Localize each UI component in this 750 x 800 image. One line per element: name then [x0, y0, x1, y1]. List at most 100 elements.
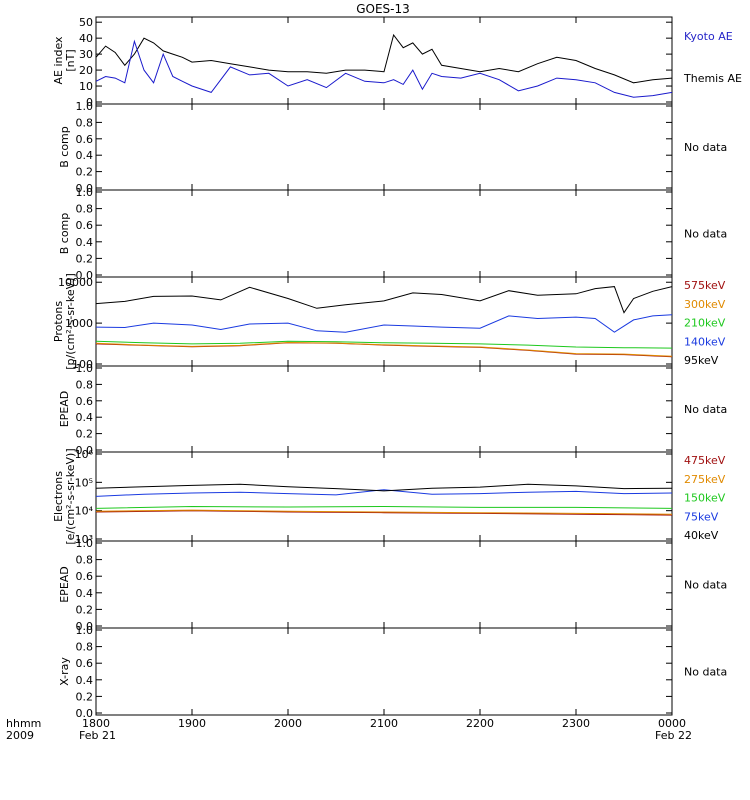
x-axis-end-date: Feb 22 — [655, 729, 692, 742]
panel-frame — [95, 627, 673, 716]
y-tick-label: 50 — [79, 16, 93, 29]
panel-frame — [95, 451, 673, 542]
legend-label: Kyoto AE — [684, 30, 733, 43]
y-tick-label: 1000 — [65, 317, 93, 330]
y-tick-label: 0.2 — [76, 690, 94, 703]
legend-label: 95keV — [684, 354, 719, 367]
x-tick-label: 0000 — [658, 717, 686, 730]
y-tick-label: 0.6 — [76, 133, 94, 146]
series-line-475kev — [95, 510, 673, 516]
series-line-210kev — [95, 340, 673, 349]
panel-ae: 0 10 20 30 40 50 AE index [nT] Themis AE Kyoto AE — [52, 16, 742, 109]
series-line-40kev — [95, 483, 673, 492]
series-line-themis-ae — [95, 33, 673, 84]
panel-frame — [95, 16, 673, 105]
y-axis-unit-label: [p/(cm²-s-sr-keV)] — [64, 273, 77, 370]
y-axis-label: Electrons — [52, 471, 65, 522]
y-tick-label: 10⁵ — [75, 476, 93, 489]
y-tick-label: 0.4 — [76, 674, 94, 687]
no-data-label: No data — [684, 228, 727, 241]
panel-electrons: 10³ 10⁴ 10⁵ 10⁶ Electrons [e/(cm²-s-sr-keV)] 4… — [52, 448, 726, 546]
y-tick-label: 0.8 — [76, 116, 94, 129]
y-tick-label: 0.4 — [76, 236, 94, 249]
panel-frame — [95, 276, 673, 367]
y-axis-label: Protons — [52, 301, 65, 342]
y-tick-label: 0.0 — [76, 444, 94, 457]
legend-label: 575keV — [684, 279, 726, 292]
legend-label: Themis AE — [683, 72, 742, 85]
series-line-75kev — [95, 489, 673, 497]
y-tick-label: 1.0 — [76, 362, 94, 375]
no-data-label: No data — [684, 141, 727, 154]
chart-title: GOES-13 — [356, 2, 410, 16]
y-axis-label: EPEAD — [58, 391, 71, 428]
y-tick-label: 0.0 — [76, 269, 94, 282]
y-tick-label: 0.2 — [76, 166, 94, 179]
y-tick-label: 0.0 — [76, 620, 94, 633]
panel-frame — [95, 540, 673, 629]
y-axis-label: B comp — [58, 213, 71, 255]
y-tick-label: 0.6 — [76, 570, 94, 583]
y-axis-label: B comp — [58, 126, 71, 168]
y-tick-label: 1.0 — [76, 100, 94, 113]
y-tick-label: 0.4 — [76, 149, 94, 162]
legend-label: 140keV — [684, 335, 726, 348]
panel-epead2: 0.0 0.2 0.4 0.6 0.8 1.0 EPEAD No data — [58, 537, 727, 633]
y-tick-label: 1.0 — [76, 186, 94, 199]
y-tick-label: 0.4 — [76, 411, 94, 424]
y-axis-unit-label: [e/(cm²-s-sr-keV)] — [64, 448, 77, 544]
y-tick-label: 0.8 — [76, 554, 94, 567]
y-tick-label: 0.6 — [76, 219, 94, 232]
y-tick-label: 0.2 — [76, 252, 94, 265]
x-axis-start-date: Feb 21 — [79, 729, 116, 742]
legend-label: 300keV — [684, 298, 726, 311]
panel-stack: 0 10 20 30 40 50 AE index [nT] Themis AE Kyoto AE… — [52, 16, 742, 730]
panel-frame — [95, 103, 673, 191]
y-tick-label: 30 — [79, 48, 93, 61]
y-tick-label: 40 — [79, 32, 93, 45]
y-tick-label: 1.0 — [76, 537, 94, 550]
legend-label: 75keV — [684, 510, 719, 523]
series-line-275kev — [95, 509, 673, 515]
y-tick-label: 0.0 — [76, 182, 94, 195]
legend-label: 40keV — [684, 529, 719, 542]
legend-label: 475keV — [684, 454, 726, 467]
y-tick-label: 0 — [86, 96, 93, 109]
legend-label: 150keV — [684, 492, 726, 505]
x-tick-label: 2200 — [466, 717, 494, 730]
y-axis-label: EPEAD — [58, 566, 71, 603]
no-data-label: No data — [684, 403, 727, 416]
y-tick-label: 0.2 — [76, 603, 94, 616]
y-axis-unit-label: [nT] — [64, 49, 77, 71]
y-axis-label: X-ray — [58, 657, 71, 686]
panel-epead1: 0.0 0.2 0.4 0.6 0.8 1.0 EPEAD No data — [58, 362, 727, 457]
series-line-95kev — [95, 286, 673, 314]
x-tick-label: 2000 — [274, 717, 302, 730]
y-tick-label: 0.8 — [76, 641, 94, 654]
y-tick-label: 10⁴ — [75, 505, 94, 518]
y-tick-label: 100 — [72, 358, 93, 371]
y-tick-label: 0.6 — [76, 395, 94, 408]
panel-xray: 0.0 0.2 0.4 0.6 0.8 1.0 X-ray No data — [58, 624, 727, 720]
x-tick-label: 1900 — [178, 717, 206, 730]
legend-label: 275keV — [684, 473, 726, 486]
y-tick-label: 0.2 — [76, 428, 94, 441]
y-tick-label: 10000 — [58, 276, 93, 289]
y-tick-label: 10 — [79, 80, 93, 93]
no-data-label: No data — [684, 579, 727, 592]
y-tick-label: 0.4 — [76, 587, 94, 600]
y-tick-label: 10³ — [75, 533, 93, 546]
y-tick-label: 10⁶ — [75, 448, 94, 461]
panel-b2: 0.0 0.2 0.4 0.6 0.8 1.0 B comp No data — [58, 186, 727, 282]
x-tick-label: 2100 — [370, 717, 398, 730]
x-tick-label: 1800 — [82, 717, 110, 730]
y-tick-label: 1.0 — [76, 624, 94, 637]
no-data-label: No data — [684, 666, 727, 679]
panel-frame — [95, 189, 673, 278]
panel-protons: 100 1000 10000 Protons [p/(cm²-s-sr-keV)] 575… — [52, 273, 726, 371]
x-axis-year-label: 2009 — [6, 729, 34, 742]
panel-frame — [95, 365, 673, 453]
y-tick-label: 0.8 — [76, 203, 94, 216]
legend-label: 210keV — [684, 317, 726, 330]
